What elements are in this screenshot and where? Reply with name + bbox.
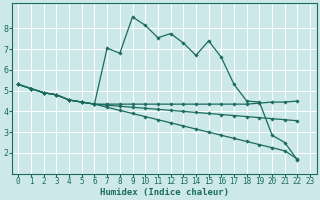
X-axis label: Humidex (Indice chaleur): Humidex (Indice chaleur) bbox=[100, 188, 229, 197]
